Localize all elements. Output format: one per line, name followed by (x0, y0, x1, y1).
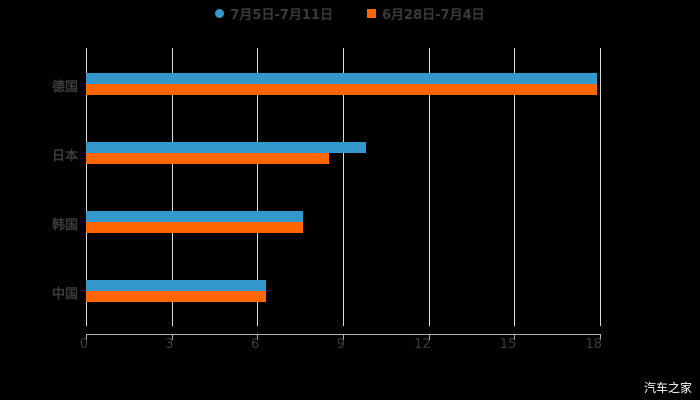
gridline (343, 48, 344, 326)
x-tick-label: 0 (79, 337, 88, 352)
x-tick (428, 334, 430, 340)
bar-series-2[interactable] (86, 222, 304, 233)
x-tick (600, 334, 601, 340)
gridline (86, 48, 87, 326)
bar-series-2[interactable] (86, 291, 266, 302)
bar-series-1[interactable] (86, 280, 266, 291)
y-category-label: 日本 (51, 149, 78, 164)
watermark: 汽车之家 (643, 381, 692, 395)
legend-label: 6月28日-7月4日 (382, 8, 485, 23)
bar-series-2[interactable] (86, 84, 598, 95)
bar-series-2[interactable] (86, 153, 329, 164)
bar-series-1[interactable] (86, 73, 598, 84)
bar-series-1[interactable] (86, 211, 304, 222)
y-category-label: 德国 (51, 80, 78, 95)
y-category-label: 中国 (51, 287, 78, 302)
x-tick-label: 6 (251, 337, 260, 352)
x-tick (86, 334, 87, 340)
legend-circle-icon (215, 9, 225, 18)
gridline (171, 48, 173, 326)
x-tick (171, 334, 173, 340)
x-tick-label: 3 (165, 337, 174, 352)
y-category-label: 韩国 (51, 218, 78, 233)
legend-item-series-1[interactable]: 7月5日-7月11日 (215, 4, 333, 23)
x-tick-label: 15 (499, 337, 517, 352)
x-tick (343, 334, 344, 340)
gridline (514, 48, 516, 326)
plot-area (86, 48, 601, 326)
gridline (600, 48, 601, 326)
x-tick-label: 9 (336, 337, 345, 352)
gridline (428, 48, 430, 326)
x-tick (514, 334, 516, 340)
x-tick (257, 334, 259, 340)
legend-item-series-2[interactable]: 6月28日-7月4日 (367, 4, 485, 23)
gridline (257, 48, 259, 326)
legend-label: 7月5日-7月11日 (230, 8, 333, 23)
x-tick-label: 12 (414, 337, 431, 352)
chart-legend: 7月5日-7月11日 6月28日-7月4日 (0, 4, 700, 23)
x-tick-label: 18 (585, 337, 602, 352)
bar-series-1[interactable] (86, 142, 366, 153)
legend-square-icon (367, 9, 376, 18)
